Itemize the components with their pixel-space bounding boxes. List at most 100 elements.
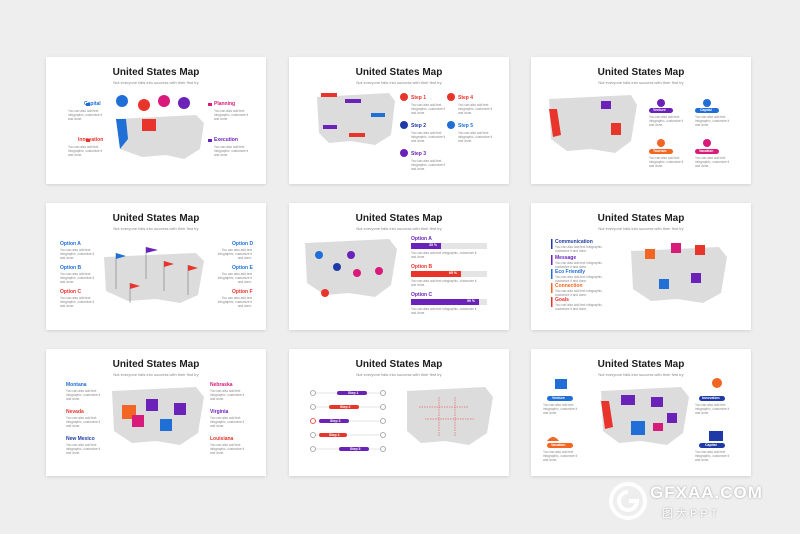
body-text: You can also add text infographic, custo…	[214, 145, 249, 158]
slide-title: United States Map	[597, 359, 685, 370]
label-goals: Goals	[555, 297, 569, 303]
slide-3[interactable]: United States Map Not everyone falls int…	[531, 57, 751, 184]
label-vacation: Vacation	[551, 443, 566, 447]
slide-subtitle: Not everyone falls into success with the…	[598, 226, 684, 231]
us-map-illustration	[551, 239, 727, 307]
label-venture: Venture	[552, 396, 565, 400]
bar-value-c: 90 %	[467, 299, 475, 303]
label-step-5: Step 5	[350, 447, 361, 451]
us-map-illustration	[310, 387, 493, 452]
label-eco-friendly: Eco Friendly	[555, 269, 586, 275]
slide-8[interactable]: United States Map Not everyone falls int…	[289, 349, 509, 476]
slide-title: United States Map	[597, 67, 685, 78]
label-virginia: Virginia	[210, 409, 229, 415]
slide-title: United States Map	[597, 213, 685, 224]
slide-subtitle: Not everyone falls into success with the…	[113, 80, 199, 85]
body-text: You can also add text infographic, custo…	[214, 109, 249, 122]
body-text: You can also add text infographic, custo…	[217, 296, 252, 309]
label-step-2: Step 2	[340, 405, 351, 409]
label-connection: Connection	[555, 283, 583, 289]
slide-1[interactable]: United States Map Not everyone falls int…	[46, 57, 266, 184]
body-text: You can also add text infographic, custo…	[555, 275, 603, 284]
label-step-5: Step 5	[458, 123, 474, 129]
label-communication: Communication	[555, 239, 593, 245]
slide-4[interactable]: United States Map Not everyone falls int…	[46, 203, 266, 330]
body-text: You can also add text infographic, custo…	[411, 131, 446, 144]
label-venture: Venture	[653, 108, 666, 112]
watermark-name: GFXAA.COM	[650, 483, 763, 502]
label-option-b: Option B	[411, 264, 433, 270]
body-text: You can also add text infographic, custo…	[411, 103, 446, 116]
label-new-mexico: New Mexico	[66, 436, 95, 442]
body-text: You can also add text infographic, custo…	[555, 245, 603, 254]
label-step-4: Step 4	[329, 433, 340, 437]
label-step-2: Step 2	[411, 123, 427, 129]
bar-value-b: 65 %	[449, 271, 457, 275]
slide-subtitle: Not everyone falls into success with the…	[356, 80, 442, 85]
body-text: You can also add text infographic, custo…	[555, 303, 603, 312]
body-text: You can also add text infographic, custo…	[60, 272, 95, 285]
label-step-1: Step 1	[411, 95, 427, 101]
body-text: You can also add text infographic, custo…	[411, 279, 477, 288]
body-text: You can also add text infographic, custo…	[66, 389, 101, 402]
body-text: You can also add text infographic, custo…	[210, 389, 245, 402]
slide-2[interactable]: United States Map Not everyone falls int…	[289, 57, 509, 184]
slide-title: United States Map	[112, 359, 200, 370]
slide-6[interactable]: United States Map Not everyone falls int…	[531, 203, 751, 330]
slide-subtitle: Not everyone falls into success with the…	[356, 372, 442, 377]
label-option-f: Option F	[232, 289, 253, 295]
label-innovation: Innovation	[78, 137, 104, 143]
label-innovation: Innovation	[702, 396, 720, 400]
body-text: You can also add text infographic, custo…	[66, 416, 101, 429]
label-step-4: Step 4	[458, 95, 474, 101]
label-step-1: Step 1	[348, 391, 359, 395]
slide-title: United States Map	[112, 213, 200, 224]
label-montana: Montana	[66, 382, 87, 388]
slide-subtitle: Not everyone falls into success with the…	[113, 372, 199, 377]
slide-title: United States Map	[355, 213, 443, 224]
body-text: You can also add text infographic, custo…	[695, 115, 730, 128]
label-option-a: Option A	[411, 236, 432, 242]
slide-subtitle: Not everyone falls into success with the…	[598, 372, 684, 377]
body-text: You can also add text infographic, custo…	[60, 248, 95, 261]
label-planning: Planning	[214, 101, 236, 107]
body-text: You can also add text infographic, custo…	[695, 450, 730, 463]
body-text: You can also add text infographic, custo…	[66, 443, 101, 456]
body-text: You can also add text infographic, custo…	[217, 248, 252, 261]
label-option-e: Option E	[232, 265, 253, 271]
body-text: You can also add text infographic, custo…	[68, 109, 103, 122]
us-map-illustration	[86, 95, 212, 159]
us-map-illustration	[104, 247, 204, 303]
slide-subtitle: Not everyone falls into success with the…	[356, 226, 442, 231]
slide-title: United States Map	[355, 359, 443, 370]
body-text: You can also add text infographic, custo…	[217, 272, 252, 285]
label-vacation: Vacation	[699, 149, 714, 153]
body-text: You can also add text infographic, custo…	[458, 103, 493, 116]
watermark-sub: 图大PPT	[662, 508, 721, 520]
gfxaa-logo-icon	[609, 482, 647, 520]
body-text: You can also add text infographic, custo…	[411, 251, 477, 260]
us-map-illustration	[305, 239, 487, 305]
body-text: You can also add text infographic, custo…	[411, 307, 477, 316]
label-louisiana: Louisiana	[210, 436, 234, 442]
body-text: You can also add text infographic, custo…	[68, 145, 103, 158]
label-option-b: Option B	[60, 265, 82, 271]
slide-9[interactable]: United States Map Not everyone falls int…	[531, 349, 751, 476]
slide-5[interactable]: United States Map Not everyone falls int…	[289, 203, 509, 330]
label-step-3: Step 3	[411, 151, 427, 157]
label-step-3: Step 3	[330, 419, 341, 423]
label-nebraska: Nebraska	[210, 382, 233, 388]
body-text: You can also add text infographic, custo…	[695, 403, 730, 416]
us-map-illustration	[549, 95, 719, 154]
slide-subtitle: Not everyone falls into success with the…	[113, 226, 199, 231]
slide-title: United States Map	[112, 67, 200, 78]
body-text: You can also add text infographic, custo…	[695, 156, 730, 169]
slide-7[interactable]: United States Map Not everyone falls int…	[46, 349, 266, 476]
body-text: You can also add text infographic, custo…	[458, 131, 493, 144]
body-text: You can also add text infographic, custo…	[649, 156, 684, 169]
label-option-d: Option D	[232, 241, 254, 247]
label-option-c: Option C	[411, 292, 433, 298]
body-text: You can also add text infographic, custo…	[555, 261, 603, 270]
label-nevada: Nevada	[66, 409, 84, 415]
body-text: You can also add text infographic, custo…	[543, 450, 578, 463]
